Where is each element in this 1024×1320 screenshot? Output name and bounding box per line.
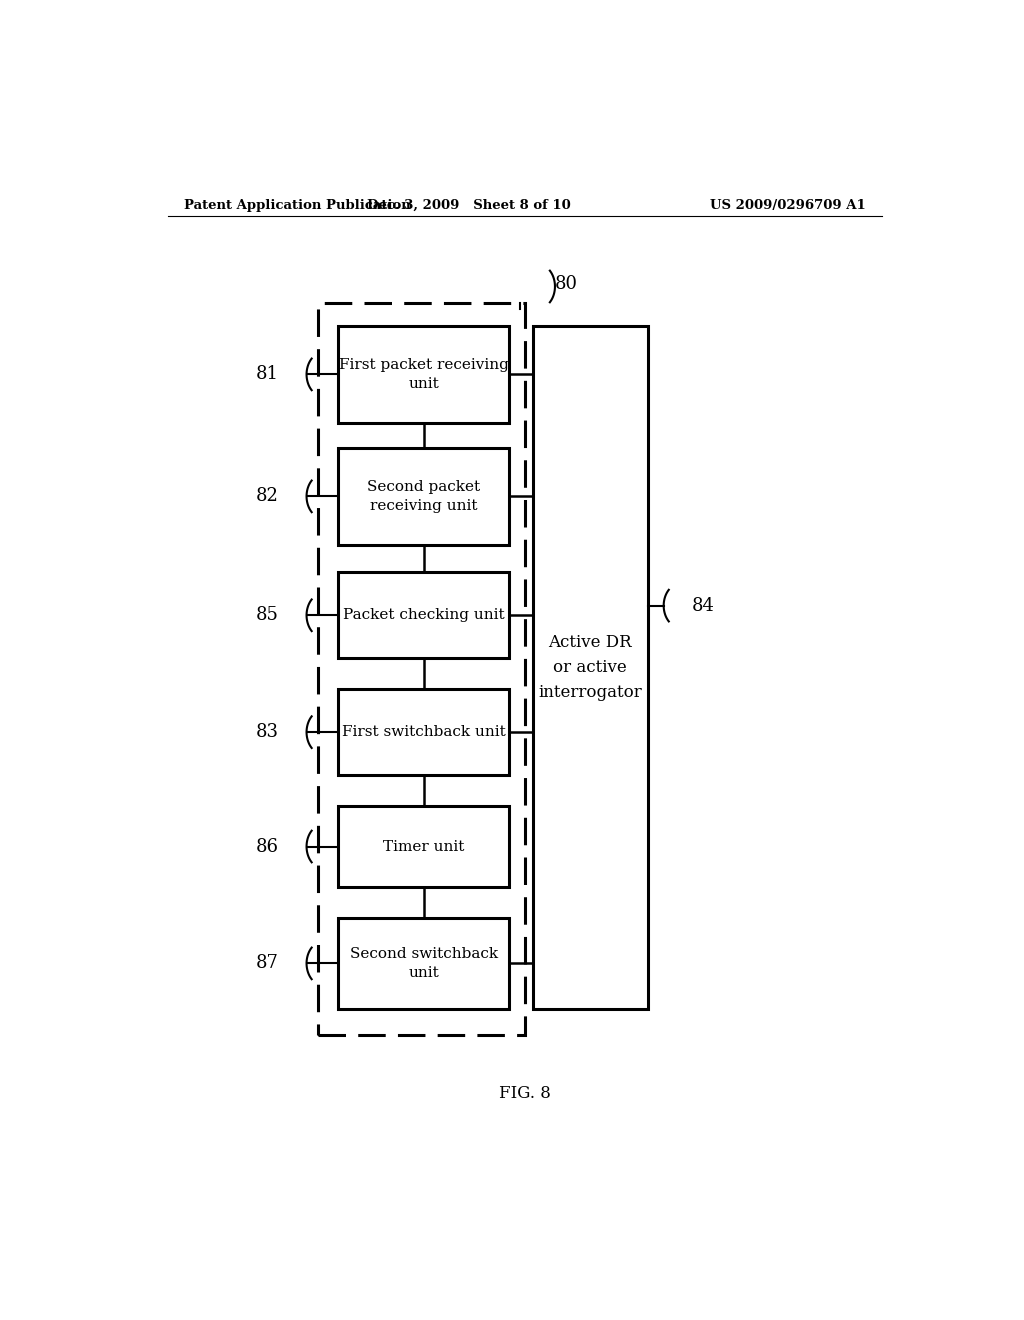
Bar <box>318 302 524 1035</box>
Bar <box>338 689 509 775</box>
Text: First switchback unit: First switchback unit <box>342 725 506 739</box>
Text: Active DR
or active
interrogator: Active DR or active interrogator <box>539 635 642 701</box>
Text: Patent Application Publication: Patent Application Publication <box>183 198 411 211</box>
Text: 87: 87 <box>256 954 279 973</box>
Bar <box>338 447 509 545</box>
Bar <box>338 917 509 1008</box>
Text: Second packet
receiving unit: Second packet receiving unit <box>367 479 480 513</box>
Bar <box>338 805 509 887</box>
Text: 81: 81 <box>256 366 279 383</box>
Bar <box>532 326 648 1008</box>
Text: US 2009/0296709 A1: US 2009/0296709 A1 <box>711 198 866 211</box>
Text: Second switchback
unit: Second switchback unit <box>349 946 498 981</box>
Text: Packet checking unit: Packet checking unit <box>343 609 505 622</box>
Text: FIG. 8: FIG. 8 <box>499 1085 551 1102</box>
Text: Timer unit: Timer unit <box>383 840 464 854</box>
Text: 84: 84 <box>691 597 715 615</box>
Text: 83: 83 <box>256 723 279 741</box>
Text: Dec. 3, 2009   Sheet 8 of 10: Dec. 3, 2009 Sheet 8 of 10 <box>368 198 571 211</box>
Text: 82: 82 <box>256 487 279 506</box>
Text: 86: 86 <box>256 837 279 855</box>
Bar <box>338 572 509 659</box>
Text: First packet receiving
unit: First packet receiving unit <box>339 358 509 391</box>
Text: 80: 80 <box>555 276 578 293</box>
Text: 85: 85 <box>256 606 279 624</box>
Bar <box>338 326 509 422</box>
